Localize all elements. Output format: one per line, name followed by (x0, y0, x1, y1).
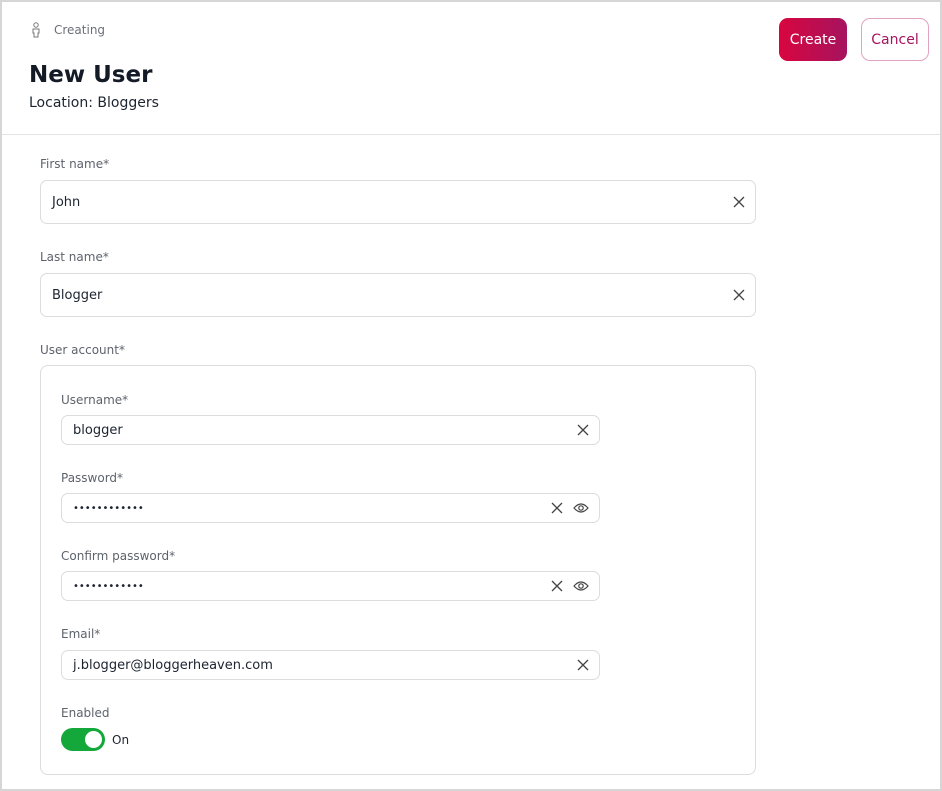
email-value: j.blogger@bloggerheaven.com (73, 657, 273, 673)
username-label: Username* (61, 393, 129, 407)
password-value: •••••••••••• (73, 502, 144, 514)
password-field[interactable]: •••••••••••• (61, 493, 600, 523)
first-name-label: First name* (40, 157, 110, 171)
eye-icon[interactable] (573, 580, 589, 592)
clear-icon[interactable] (551, 502, 563, 514)
cancel-button[interactable]: Cancel (861, 18, 929, 61)
page-title: New User (29, 62, 153, 88)
confirm-password-field[interactable]: •••••••••••• (61, 571, 600, 601)
email-field[interactable]: j.blogger@bloggerheaven.com (61, 650, 600, 680)
status-text: Creating (54, 23, 106, 37)
last-name-value: Blogger (52, 287, 103, 303)
create-button[interactable]: Create (779, 18, 847, 61)
confirm-password-value: •••••••••••• (73, 580, 144, 592)
page-header: Creating New User Location: Bloggers Cre… (2, 2, 940, 135)
status-breadcrumb: Creating (30, 22, 105, 38)
first-name-field[interactable]: John (40, 180, 756, 224)
enabled-label: Enabled (61, 706, 110, 720)
password-label: Password* (61, 471, 124, 485)
eye-icon[interactable] (573, 502, 589, 514)
email-label: Email* (61, 627, 101, 641)
clear-icon[interactable] (577, 659, 589, 671)
last-name-field[interactable]: Blogger (40, 273, 756, 317)
enabled-state: On (112, 733, 130, 747)
user-icon (30, 22, 42, 38)
toggle-knob (85, 731, 102, 748)
clear-icon[interactable] (551, 580, 563, 592)
username-field[interactable]: blogger (61, 415, 600, 445)
clear-icon[interactable] (733, 289, 745, 301)
username-value: blogger (73, 422, 123, 438)
first-name-value: John (52, 194, 81, 210)
user-account-label: User account* (40, 343, 125, 357)
enabled-toggle[interactable] (61, 728, 105, 751)
user-account-group (40, 365, 756, 775)
clear-icon[interactable] (577, 424, 589, 436)
clear-icon[interactable] (733, 196, 745, 208)
last-name-label: Last name* (40, 250, 109, 264)
location-text: Location: Bloggers (29, 95, 159, 111)
confirm-password-label: Confirm password* (61, 549, 176, 563)
